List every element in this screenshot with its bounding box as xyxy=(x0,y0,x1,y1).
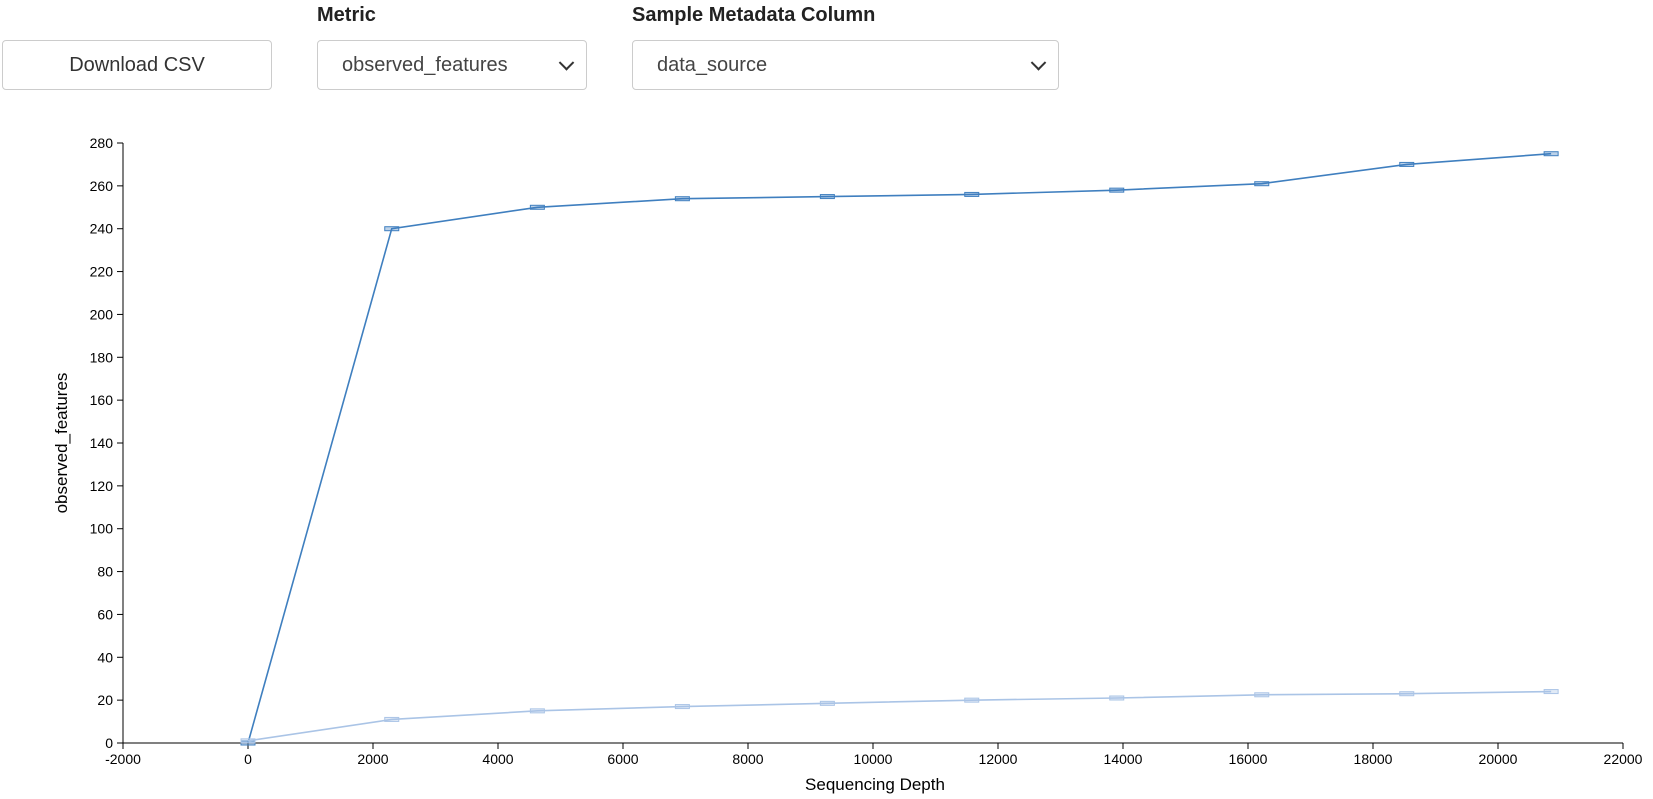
x-tick-label: 6000 xyxy=(607,751,638,767)
metric-select[interactable]: observed_features xyxy=(317,40,587,90)
y-tick-label: 240 xyxy=(90,221,114,237)
x-tick-label: 2000 xyxy=(357,751,388,767)
series-point-box xyxy=(964,697,980,703)
y-axis-label: observed_features xyxy=(52,373,71,514)
y-tick-label: 220 xyxy=(90,264,114,280)
series-point-box xyxy=(529,204,545,210)
series-point-box xyxy=(1543,689,1559,695)
series-point-box xyxy=(384,716,400,722)
y-tick-label: 120 xyxy=(90,478,114,494)
series-point-box xyxy=(1109,695,1125,701)
x-tick-label: 18000 xyxy=(1354,751,1393,767)
series-point-box xyxy=(1399,161,1415,167)
y-tick-label: 60 xyxy=(97,606,113,622)
x-tick-label: 22000 xyxy=(1604,751,1643,767)
y-tick-label: 100 xyxy=(90,521,114,537)
y-tick-label: 160 xyxy=(90,392,114,408)
x-tick-label: 16000 xyxy=(1229,751,1268,767)
axes: -2000 0 2000 4000 6000 8000 10000 12000 14000 160… xyxy=(90,135,1643,767)
series-point-box xyxy=(819,700,835,706)
metric-select-value: observed_features xyxy=(342,53,508,76)
series-1 xyxy=(240,151,1559,746)
series-point-box xyxy=(964,191,980,197)
series-point-box xyxy=(819,194,835,200)
x-tick-label: 14000 xyxy=(1104,751,1143,767)
metadata-column-label: Sample Metadata Column xyxy=(632,4,876,26)
series-point-box xyxy=(1399,691,1415,697)
metric-label: Metric xyxy=(317,4,376,26)
y-tick-label: 180 xyxy=(90,349,114,365)
y-tick-label: 40 xyxy=(97,649,113,665)
series-point-box xyxy=(1109,187,1125,193)
series-layer xyxy=(240,151,1559,746)
y-tick-label: 260 xyxy=(90,178,114,194)
y-tick-label: 80 xyxy=(97,564,113,580)
x-tick-label: 4000 xyxy=(482,751,513,767)
series-point-box xyxy=(1254,181,1270,187)
x-tick-label: 8000 xyxy=(732,751,763,767)
series-point-box xyxy=(1254,692,1270,698)
x-tick-label: 10000 xyxy=(854,751,893,767)
y-tick-label: 200 xyxy=(90,306,114,322)
download-csv-button[interactable]: Download CSV xyxy=(2,40,272,90)
series-point-box xyxy=(1543,151,1559,157)
x-tick-label: 20000 xyxy=(1479,751,1518,767)
x-axis-label: Sequencing Depth xyxy=(805,775,945,794)
series-line xyxy=(247,152,1552,744)
y-tick-label: 20 xyxy=(97,692,113,708)
series-point-box xyxy=(529,708,545,714)
y-tick-label: 140 xyxy=(90,435,114,451)
y-tick-label: 280 xyxy=(90,135,114,151)
series-point-box xyxy=(674,704,690,710)
series-2 xyxy=(240,689,1559,744)
x-tick-label: -2000 xyxy=(105,751,141,767)
series-point-box xyxy=(674,196,690,202)
metadata-column-select-value: data_source xyxy=(657,53,768,76)
series-line xyxy=(247,690,1552,742)
series-point-box xyxy=(384,226,400,232)
series-point-box xyxy=(240,738,256,744)
metadata-column-select[interactable]: data_source xyxy=(632,40,1059,90)
x-tick-label: 12000 xyxy=(979,751,1018,767)
y-tick-label: 0 xyxy=(105,735,113,751)
x-tick-label: 0 xyxy=(244,751,252,767)
